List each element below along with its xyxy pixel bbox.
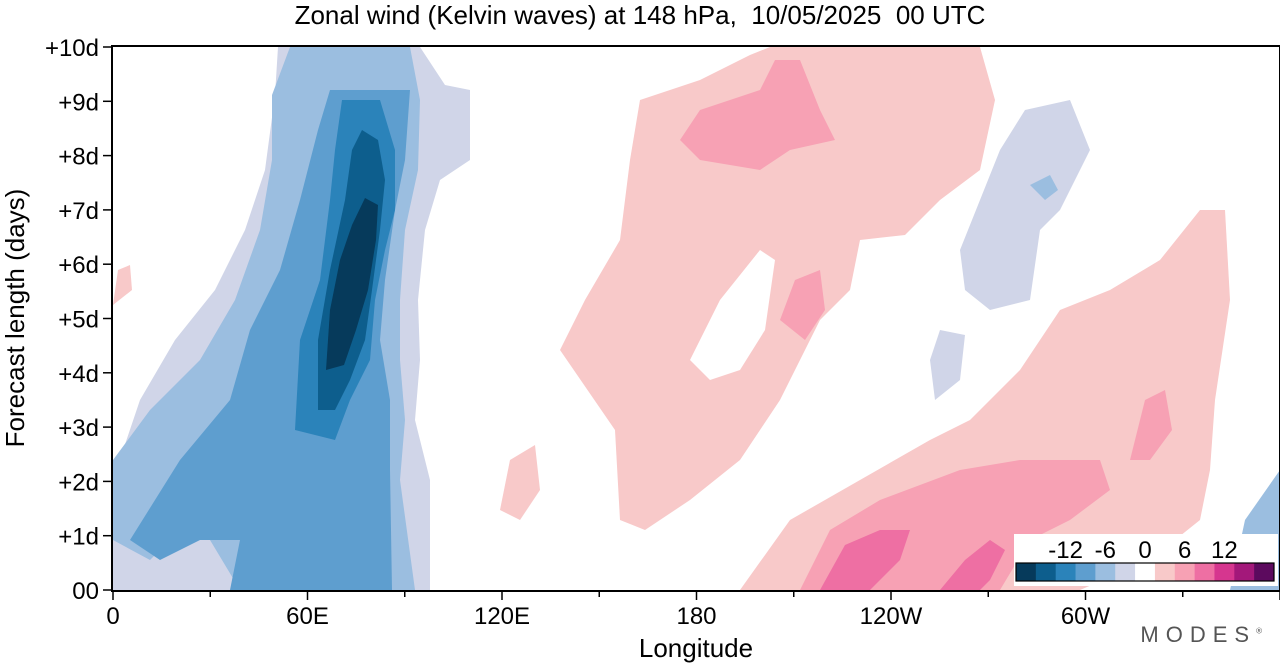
colorbar-swatch bbox=[1214, 563, 1235, 581]
contour-minus-2-east bbox=[960, 100, 1090, 310]
x-axis-label: Longitude bbox=[639, 633, 753, 663]
colorbar-swatch bbox=[1135, 563, 1156, 581]
colorbar-swatch bbox=[1174, 563, 1196, 581]
colorbar-swatch bbox=[1055, 563, 1077, 581]
colorbar-tick-label: 0 bbox=[1138, 537, 1151, 564]
y-tick-label: 00 bbox=[72, 578, 99, 605]
y-tick-label: +7d bbox=[58, 198, 99, 225]
colorbar-swatch bbox=[1254, 563, 1275, 581]
contour-plus-4-mid bbox=[780, 270, 825, 340]
y-axis-label: Forecast length (days) bbox=[0, 189, 30, 448]
colorbar-swatch bbox=[1154, 563, 1176, 581]
y-tick-label: +3d bbox=[58, 415, 99, 442]
colorbar: -12 -6 0 6 12 bbox=[1014, 534, 1278, 586]
contour-plus-2-lower bbox=[740, 210, 1230, 590]
colorbar-tick-label: 12 bbox=[1211, 537, 1238, 564]
colorbar-swatch bbox=[1234, 563, 1255, 581]
contour-minus-4-east bbox=[1030, 175, 1058, 200]
contour-minus-2-small bbox=[930, 330, 965, 400]
y-tick-label: +1d bbox=[58, 524, 99, 551]
chart-title: Zonal wind (Kelvin waves) at 148 hPa, 10… bbox=[294, 0, 986, 30]
colorbar-swatch bbox=[1095, 563, 1116, 581]
colorbar-swatch bbox=[1035, 563, 1057, 581]
colorbar-tick-label: -12 bbox=[1048, 537, 1083, 564]
colorbar-swatch bbox=[1194, 563, 1215, 581]
x-tick-label: 120W bbox=[860, 603, 923, 630]
plot-frame bbox=[111, 45, 1280, 592]
brand-text: MODES bbox=[1140, 622, 1257, 647]
y-tick-label: +2d bbox=[58, 469, 99, 496]
y-tick-label: +9d bbox=[58, 89, 99, 116]
x-tick-label: 180 bbox=[676, 603, 716, 630]
contour-plus-2-hole bbox=[690, 250, 775, 380]
modes-brand-logo: MODES® bbox=[1140, 622, 1262, 648]
y-tick-marks: 00 +1d +2d +3d +4d +5d +6d +7d +8d +9d +10d bbox=[45, 35, 113, 605]
x-tick-marks: 0 60E 120E 180 120W 60W bbox=[106, 590, 1280, 630]
contour-plus-2-west bbox=[500, 445, 540, 520]
x-tick-label: 0 bbox=[106, 603, 119, 630]
colorbar-tick-label: -6 bbox=[1095, 537, 1116, 564]
colorbar-tick-label: 6 bbox=[1178, 537, 1191, 564]
contour-plus-4-right bbox=[1130, 390, 1172, 460]
x-tick-label: 60W bbox=[1061, 603, 1111, 630]
contour-plus-2-edge bbox=[113, 265, 132, 305]
contour-plus-4-upper bbox=[680, 60, 835, 170]
y-tick-label: +5d bbox=[58, 307, 99, 334]
contour-fill-layer bbox=[113, 47, 1280, 590]
colorbar-swatch bbox=[1115, 563, 1136, 581]
contour-plus-6-lower2 bbox=[940, 540, 1005, 590]
y-tick-label: +4d bbox=[58, 361, 99, 388]
colorbar-swatch bbox=[1016, 563, 1037, 581]
colorbar-frame bbox=[1015, 562, 1275, 582]
colorbar-swatch bbox=[1075, 563, 1096, 581]
contour-plus-2-main bbox=[560, 47, 995, 530]
y-tick-label: +10d bbox=[45, 35, 99, 62]
registered-mark: ® bbox=[1256, 626, 1262, 636]
contour-plus-6-lower bbox=[820, 530, 910, 590]
contour-minus-12 bbox=[326, 198, 378, 370]
x-tick-label: 120E bbox=[474, 603, 530, 630]
y-tick-label: +8d bbox=[58, 144, 99, 171]
y-tick-label: +6d bbox=[58, 252, 99, 279]
x-tick-label: 60E bbox=[286, 603, 329, 630]
